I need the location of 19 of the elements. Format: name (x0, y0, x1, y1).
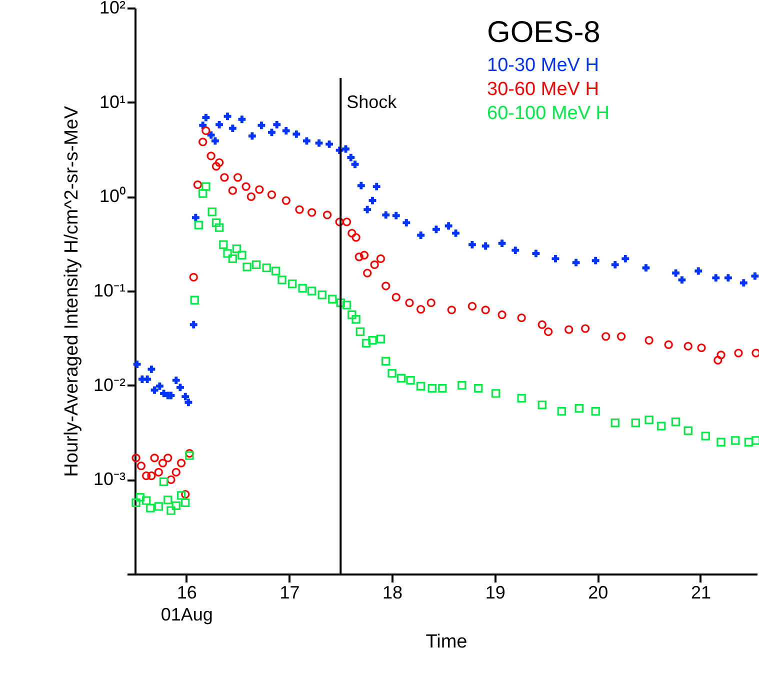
text: 10-30 MeV H (487, 55, 599, 76)
x-axis-title: Time (426, 632, 468, 652)
y-tick-label: 10⁻² (93, 374, 126, 395)
ref-line-label: Shock (346, 92, 398, 112)
y-tick-label: 10⁰ (99, 186, 126, 206)
y-tick-label: 10² (99, 0, 126, 18)
x-tick-label: 21 (690, 582, 711, 602)
x-tick-label: 17 (280, 582, 300, 602)
y-tick-label: 10⁻³ (93, 469, 126, 490)
text: 30-60 MeV H (487, 79, 599, 100)
x-tick-label: 20 (588, 582, 608, 602)
y-axis-title: Hourly-Averaged Intensity H/cm^2-sr-s-MeV (61, 106, 82, 477)
y-tick-label: 10⁻¹ (93, 280, 126, 300)
y-tick-label: 10¹ (99, 92, 126, 112)
x-tick-label: 19 (485, 582, 506, 602)
x-tick-label: 18 (382, 582, 403, 602)
text: 60-100 MeV H (487, 103, 610, 124)
legend-title: GOES-8 (487, 16, 600, 49)
x-tick-label: 16 01Aug (160, 582, 213, 624)
